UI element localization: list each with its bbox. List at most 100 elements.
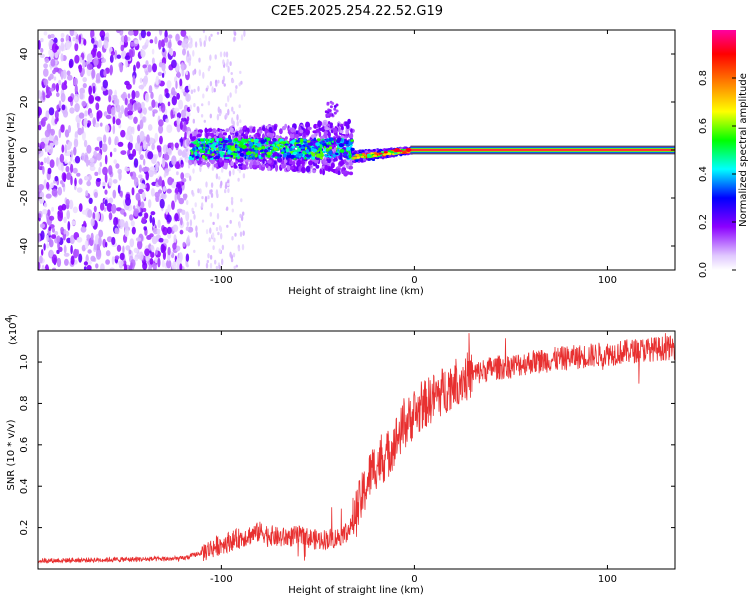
spectrogram-cell bbox=[47, 209, 51, 217]
spectrogram-cell bbox=[210, 143, 215, 149]
spectrogram-cell bbox=[221, 79, 225, 85]
spectrogram-cell bbox=[69, 30, 75, 37]
spectrogram-cell bbox=[315, 164, 320, 169]
spectrogram-cell bbox=[142, 140, 147, 151]
spectrogram-cell bbox=[210, 182, 214, 188]
spectrogram-cell bbox=[64, 129, 70, 138]
spectrogram-cell bbox=[167, 246, 171, 256]
spectrogram-cell bbox=[78, 34, 82, 45]
spectrogram-cell bbox=[334, 152, 339, 156]
carrier-band bbox=[410, 149, 675, 151]
spectrogram-cell bbox=[333, 107, 337, 111]
spectrogram-cell bbox=[209, 80, 213, 87]
spectrogram-cell bbox=[166, 259, 172, 269]
spectrogram-cell bbox=[86, 180, 92, 187]
spectrogram-cell bbox=[284, 136, 288, 140]
spectrogram-cell bbox=[228, 170, 232, 177]
spectrogram-cell bbox=[78, 178, 83, 185]
spectrogram-cell bbox=[91, 68, 96, 79]
spectrogram-cell bbox=[220, 180, 223, 187]
spectrogram-cell bbox=[145, 60, 149, 67]
spectrogram-cell bbox=[129, 171, 133, 177]
spectrogram-cell bbox=[192, 118, 195, 124]
spectrogram-cell bbox=[250, 153, 254, 157]
spectrogram-cell bbox=[93, 191, 98, 198]
spectrogram-cell bbox=[242, 144, 247, 150]
spectrogram-cell bbox=[74, 84, 78, 95]
spectrogram-cell bbox=[361, 149, 365, 153]
spectrogram-cell bbox=[68, 60, 73, 69]
spectrogram-cell bbox=[218, 264, 221, 270]
spectrogram-cell bbox=[205, 262, 209, 269]
spectrogram-cell bbox=[226, 182, 230, 187]
spectrogram-cell bbox=[364, 150, 368, 153]
snr-scale-label: (x10 4 ) bbox=[4, 314, 19, 345]
spectrogram-cell bbox=[48, 107, 55, 116]
spectrogram-cell bbox=[217, 106, 220, 113]
spectrogram-cell bbox=[192, 147, 196, 152]
spectrogram-cell bbox=[295, 130, 299, 135]
spectrogram-cell bbox=[189, 219, 193, 227]
spectrogram-cell bbox=[243, 154, 248, 157]
spectrogram-cell bbox=[206, 259, 209, 264]
spectrogram-cell bbox=[127, 103, 133, 111]
spectrogram-cell bbox=[299, 138, 304, 143]
spectrogram-cell bbox=[146, 31, 151, 37]
spectrogram-cell bbox=[160, 193, 167, 200]
spectrogram-cell bbox=[201, 219, 205, 223]
spectrogram-cell bbox=[65, 198, 70, 206]
spectrogram-cell bbox=[209, 113, 212, 119]
spectrogram-cell bbox=[185, 253, 190, 262]
spectrogram-cell bbox=[396, 151, 401, 154]
spectrogram-cell bbox=[152, 111, 155, 117]
spectrogram-cell bbox=[230, 198, 234, 206]
spectrogram-cell bbox=[151, 99, 156, 108]
spectrogram-cell bbox=[212, 128, 216, 133]
spectrogram-y-label: Frequency (Hz) bbox=[6, 112, 17, 188]
spectrogram-cell bbox=[117, 141, 124, 147]
spectrogram-cell bbox=[172, 242, 177, 250]
spectrogram-cell bbox=[130, 41, 135, 47]
spectrogram-cell bbox=[105, 114, 112, 120]
spectrogram-cell bbox=[85, 157, 89, 167]
spectrogram-cell bbox=[104, 154, 108, 165]
spectrogram-cell bbox=[165, 118, 169, 123]
spectrogram-cell bbox=[39, 53, 45, 58]
spectrogram-cell bbox=[199, 165, 202, 173]
y-tick-label: -20 bbox=[19, 190, 30, 206]
spectrogram-cell bbox=[98, 166, 102, 175]
spectrogram-cell bbox=[133, 205, 136, 210]
spectrogram-cell bbox=[225, 128, 230, 133]
spectrogram-cell bbox=[174, 192, 177, 203]
spectrogram-cell bbox=[291, 169, 298, 172]
spectrogram-cell bbox=[66, 144, 72, 150]
spectrogram-cell bbox=[113, 159, 117, 165]
spectrogram-cell bbox=[224, 156, 230, 160]
spectrogram-cell bbox=[83, 39, 87, 46]
spectrogram-cell bbox=[85, 190, 89, 197]
spectrogram-cell bbox=[39, 255, 43, 264]
spectrogram-cell bbox=[49, 87, 55, 92]
spectrogram-cell bbox=[224, 189, 227, 194]
y-tick-label: 40 bbox=[19, 48, 30, 61]
spectrogram-cell bbox=[108, 212, 113, 221]
spectrogram-cell bbox=[43, 31, 48, 36]
spectrogram-cell bbox=[157, 257, 161, 268]
spectrogram-cell bbox=[84, 110, 88, 117]
spectrogram-cell bbox=[370, 149, 374, 153]
spectrogram-cell bbox=[192, 50, 195, 57]
spectrogram-cell bbox=[118, 171, 122, 181]
spectrogram-cell bbox=[390, 151, 394, 154]
spectrogram-cell bbox=[93, 44, 98, 49]
spectrogram-cell bbox=[177, 40, 183, 46]
spectrogram-cell bbox=[381, 151, 385, 154]
spectrogram-cell bbox=[67, 96, 73, 103]
spectrogram-cell bbox=[137, 200, 141, 207]
spectrogram-cell bbox=[95, 249, 102, 260]
spectrogram-cell bbox=[186, 200, 189, 205]
spectrogram-cell bbox=[311, 154, 316, 157]
spectrogram-cell bbox=[303, 132, 306, 138]
colorbar-label: Normalized spectral amplitude bbox=[738, 73, 749, 227]
spectrogram-cell bbox=[201, 161, 207, 165]
spectrogram-cell bbox=[267, 153, 271, 158]
